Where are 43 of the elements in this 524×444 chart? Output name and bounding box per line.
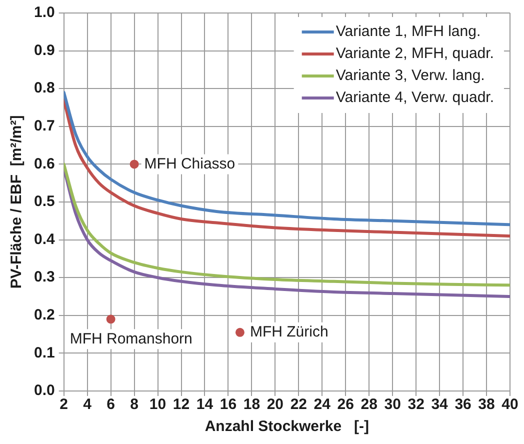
y-tick-label: 0.6 [34,155,55,172]
x-tick-label: 8 [130,396,138,414]
y-tick-label: 1.0 [34,4,55,22]
y-tick-label: 0.7 [34,118,55,135]
x-tick-label: 32 [408,396,424,414]
annotation: MFH Romanshorn [70,330,192,348]
y-axis-title: PV-Fläche / EBF [m²/m²] [8,115,26,289]
legend-label: Variante 4, Verw. quadr. [336,89,494,106]
y-tick-label: 0.9 [34,42,55,59]
x-tick-label: 30 [384,396,401,414]
legend-label: Variante 1, MFH lang. [336,23,481,40]
x-tick-label: 16 [220,396,237,414]
y-tick-label: 0.3 [34,268,55,286]
point [106,314,116,324]
y-tick-label: 0.8 [34,80,55,97]
y-tick-label: 0.0 [34,382,55,400]
legend-label: Variante 3, Verw. lang. [336,67,485,84]
x-tick-label: 40 [502,396,518,414]
x-tick-label: 24 [314,396,332,414]
x-tick-label: 12 [172,396,190,414]
x-tick-label: 22 [290,396,308,414]
x-tick-label: 36 [454,396,472,414]
point [130,160,139,169]
y-tick-label: 0.5 [34,193,55,210]
y-tick-label: 0.1 [34,344,55,362]
x-tick-label: 14 [196,396,214,414]
x-tick-label: 4 [83,396,92,414]
annotation: MFH Chiasso [144,155,236,172]
x-tick-label: 28 [360,396,378,414]
x-tick-label: 6 [106,396,115,414]
x-tick-label: 10 [149,396,166,414]
point [235,328,244,337]
y-tick-label: 0.2 [34,306,55,324]
x-tick-label: 2 [60,396,68,414]
x-axis-title: Anzahl Stockwerke [-] [204,418,370,436]
annotation: MFH Zürich [250,324,328,341]
x-tick-label: 26 [337,396,354,414]
y-tick-label: 0.4 [34,230,56,248]
x-tick-label: 38 [478,396,495,414]
x-tick-label: 18 [243,396,260,414]
x-tick-label: 34 [431,396,449,414]
legend-label: Variante 2, MFH, quadr. [336,45,494,62]
x-tick-label: 20 [266,396,284,414]
